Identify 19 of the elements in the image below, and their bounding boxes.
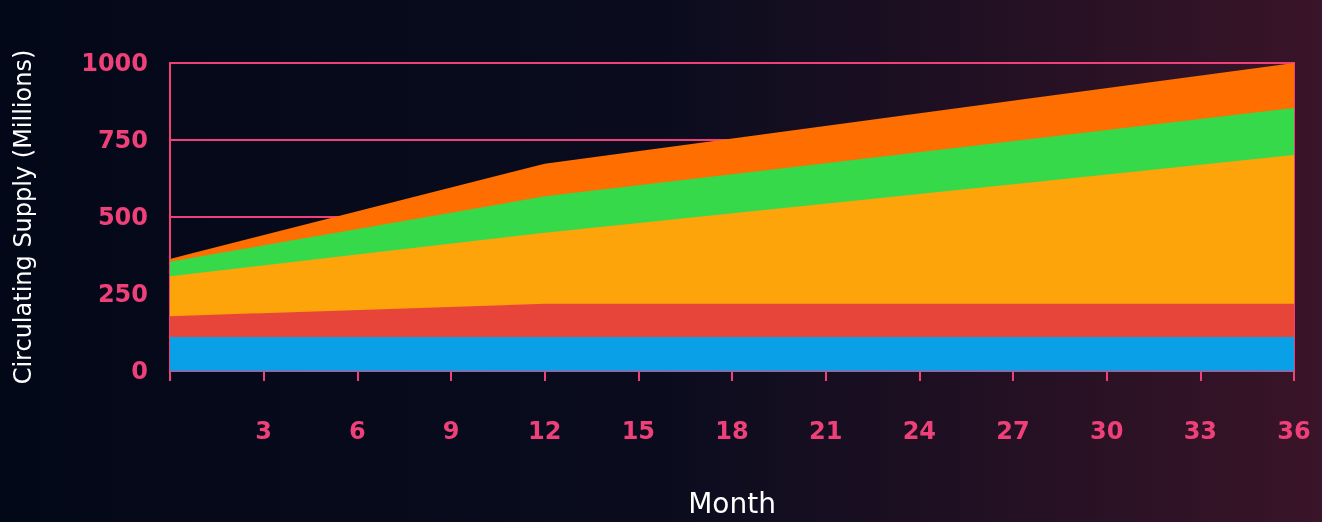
x-tick-label: 24 <box>902 417 937 445</box>
y-axis-title: Circulating Supply (Millions) <box>9 49 37 385</box>
x-axis-title: Month <box>688 486 776 520</box>
x-tick-label: 9 <box>442 417 460 445</box>
x-tick-label: 21 <box>808 417 843 445</box>
x-tick-label: 33 <box>1183 417 1218 445</box>
y-tick-label: 250 <box>97 280 148 308</box>
x-tick-label: 30 <box>1089 417 1124 445</box>
x-tick-label: 15 <box>621 417 656 445</box>
y-tick-label: 750 <box>97 126 148 154</box>
x-tick-label: 27 <box>996 417 1030 445</box>
x-tick-label: 6 <box>348 417 366 445</box>
y-tick-label: 500 <box>97 203 148 231</box>
x-tick-label: 3 <box>255 417 273 445</box>
x-tick-label: 18 <box>715 417 749 445</box>
y-tick-label: 0 <box>131 357 148 385</box>
y-tick-label: 1000 <box>81 49 148 77</box>
x-tick-label: 12 <box>527 417 562 445</box>
x-tick-label: 36 <box>1277 417 1311 445</box>
